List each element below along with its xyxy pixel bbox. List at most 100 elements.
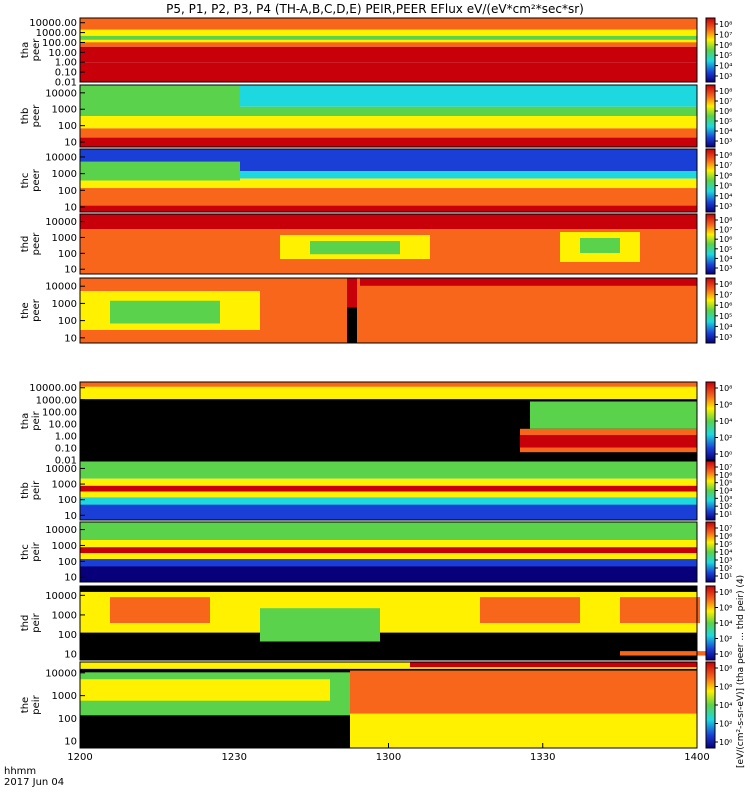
panel-ylabel: tha xyxy=(20,413,31,429)
colorbar xyxy=(705,148,716,213)
y-tick-label: 1000.00 xyxy=(36,395,77,406)
y-tick-label: 10 xyxy=(64,573,77,584)
colorbar-tick-label: 10⁵ xyxy=(719,312,732,321)
y-tick-label: 1000 xyxy=(52,233,77,244)
colorbar-tick-label: 10² xyxy=(719,434,732,443)
panel-ylabel: tha xyxy=(20,42,31,58)
colorbar-tick-label: 10⁵ xyxy=(719,117,732,126)
y-tick-label: 100 xyxy=(58,714,77,725)
spectrum-band xyxy=(80,161,240,181)
colorbar-tick-label: 10⁰ xyxy=(719,738,732,747)
spectrum-band xyxy=(410,662,697,668)
y-tick-label: 0.01 xyxy=(55,78,77,89)
panel-ylabel: peer xyxy=(31,298,42,322)
panel-ylabel: thc xyxy=(20,544,31,560)
y-tick-label: 1000 xyxy=(52,691,77,702)
y-tick-label: 100 xyxy=(58,495,77,506)
x-axis-format-label: hhmm xyxy=(4,766,37,777)
y-tick-label: 0.10 xyxy=(55,68,77,79)
colorbar-tick-label: 10² xyxy=(719,564,732,573)
colorbar-tick-label: 10⁵ xyxy=(719,540,732,549)
y-tick-label: 10 xyxy=(64,333,77,344)
y-tick-label: 100.00 xyxy=(42,38,77,49)
panel-thd-peir: 10000 1000 100 10 thd peir 10⁸ 10⁶ 10⁴ 10² 10⁰ xyxy=(20,585,732,661)
spectrum-band xyxy=(80,106,697,116)
panel-frame xyxy=(79,381,698,461)
colorbar-tick-label: 10⁷ xyxy=(719,226,732,235)
y-tick-label: 100 xyxy=(58,557,77,568)
colorbar xyxy=(705,381,716,461)
panel-ylabel: the xyxy=(20,697,31,713)
spectrum-band xyxy=(110,597,210,623)
spectrum-band xyxy=(620,597,700,623)
panel-frame xyxy=(79,213,698,275)
y-tick-label: 1000 xyxy=(52,541,77,552)
colorbar-tick-label: 10⁷ xyxy=(719,97,732,106)
spectrum-band xyxy=(310,241,400,255)
y-tick-label: 10 xyxy=(64,202,77,213)
spectrum-band xyxy=(80,137,697,147)
spectrum-band xyxy=(80,662,697,669)
panel-ylabel: peer xyxy=(31,168,42,192)
y-tick-label: 1000 xyxy=(52,480,77,491)
spectrum-band xyxy=(347,307,357,343)
spectrum-band xyxy=(80,478,697,486)
colorbar-units-label: [eV/(cm²-s-sr-eV)] (tha peer ... thd pei… xyxy=(736,575,746,768)
panel-thc-peir: 10000 1000 100 10 thc peir 10⁷10⁶10⁵10⁴10³10²1… xyxy=(20,521,732,584)
colorbar-tick-label: 10³ xyxy=(719,137,732,146)
colorbar-tick-label: 10³ xyxy=(719,556,732,565)
panel-ylabel: peir xyxy=(31,612,42,632)
panel-ylabel: thb xyxy=(20,482,31,499)
colorbar-tick-label: 10⁴ xyxy=(719,127,732,136)
colorbar-tick-label: 10⁴ xyxy=(719,548,732,557)
y-tick-label: 10000 xyxy=(45,88,77,99)
colorbar-tick-label: 10⁸ xyxy=(719,588,732,597)
colorbar-tick-label: 10⁶ xyxy=(719,683,732,692)
colorbar-tick-label: 10⁰ xyxy=(719,650,732,659)
colorbar-tick-label: 10² xyxy=(719,502,732,511)
colorbar-tick-label: 10⁸ xyxy=(719,384,732,393)
spectrum-band xyxy=(80,553,697,560)
panel-ylabel: peir xyxy=(31,541,42,561)
colorbar-tick-label: 10⁸ xyxy=(719,216,732,225)
panel-frame xyxy=(79,585,698,661)
colorbar-tick-label: 10⁶ xyxy=(719,604,732,613)
panel-frame xyxy=(79,460,698,521)
spectrum-band xyxy=(80,205,697,212)
y-tick-label: 10.00 xyxy=(48,48,77,59)
panel-ylabel: peer xyxy=(31,38,42,62)
colorbar-tick-label: 10⁴ xyxy=(719,619,732,628)
y-tick-label: 1000 xyxy=(52,105,77,116)
colorbar-tick-label: 10⁵ xyxy=(719,182,732,191)
spectrum-band xyxy=(520,435,697,448)
y-tick-label: 0.10 xyxy=(55,443,77,454)
spectrum-band xyxy=(480,597,580,623)
y-tick-label: 10000 xyxy=(45,217,77,228)
colorbar-tick-label: 10² xyxy=(719,720,732,729)
panel-frame xyxy=(79,277,698,344)
y-tick-label: 10000.00 xyxy=(29,383,77,394)
colorbar-tick-label: 10⁶ xyxy=(719,532,732,541)
spectrum-band xyxy=(80,497,697,505)
y-tick-label: 1.00 xyxy=(55,431,77,442)
panel-frame xyxy=(79,84,698,148)
colorbar-tick-label: 10³ xyxy=(719,264,732,273)
colorbar-tick-label: 10⁸ xyxy=(719,280,732,289)
spectrum-band xyxy=(620,651,710,656)
colorbar-tick-label: 10⁸ xyxy=(719,87,732,96)
spectrum-band xyxy=(80,382,697,387)
colorbar-tick-label: 10⁰ xyxy=(719,450,732,459)
colorbar-tick-label: 10⁴ xyxy=(719,192,732,201)
x-tick-label: 1230 xyxy=(222,752,247,763)
colorbar-tick-label: 10⁷ xyxy=(719,463,732,472)
y-tick-label: 10 xyxy=(64,511,77,522)
y-tick-label: 10000.00 xyxy=(29,18,77,29)
spectrum-band xyxy=(80,171,697,179)
spectrum-band xyxy=(530,401,697,429)
colorbar xyxy=(705,277,716,344)
y-tick-label: 100 xyxy=(58,249,77,260)
